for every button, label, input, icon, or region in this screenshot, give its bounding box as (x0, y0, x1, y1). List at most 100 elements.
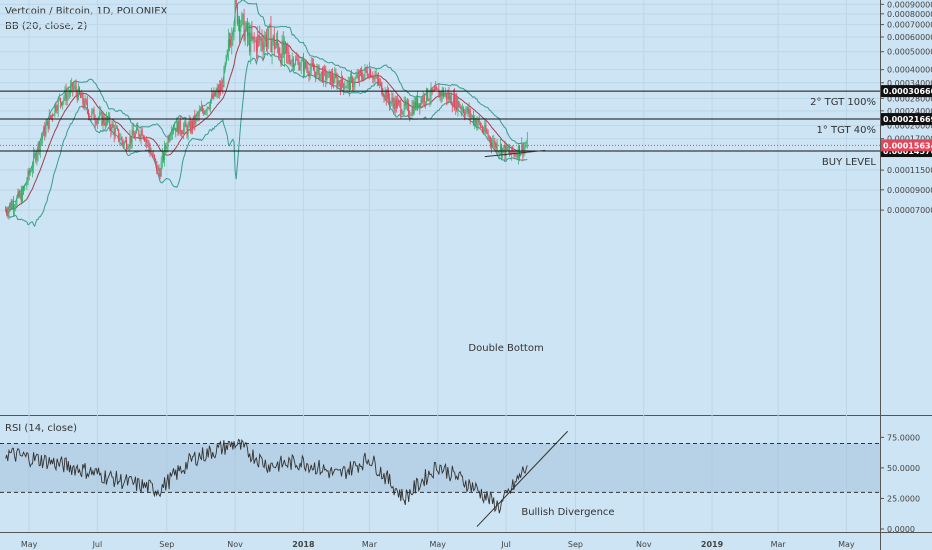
candle-body (526, 145, 528, 147)
candle-body (118, 129, 120, 140)
candle-body (338, 80, 340, 84)
candle-body (259, 36, 261, 41)
candle-body (214, 90, 216, 96)
candle-body (484, 124, 486, 132)
time-tick-label: Sep (159, 540, 174, 549)
candle-body (427, 88, 429, 100)
candle-body (34, 153, 36, 155)
candle-body (298, 60, 300, 71)
candle-body (105, 116, 107, 126)
candle-body (189, 121, 191, 132)
candle-body (103, 116, 105, 124)
candle-body (117, 127, 119, 130)
candle-body (419, 103, 421, 108)
candle-body (253, 36, 255, 41)
candle-body (229, 39, 231, 43)
candle-body (62, 100, 64, 106)
candle-body (17, 191, 19, 198)
candle-body (400, 102, 402, 114)
candle-body (405, 103, 407, 106)
candle-body (309, 69, 311, 76)
candle-body (120, 137, 122, 140)
candle-body (267, 38, 269, 47)
candle-body (170, 132, 172, 136)
double-bottom-label: Double Bottom (468, 343, 543, 354)
candle-body (317, 66, 319, 69)
price-tick-label: 0.00034000 (887, 79, 932, 88)
price-tick-label: 0.00050000 (887, 48, 932, 57)
candle-body (455, 95, 457, 109)
candle-body (94, 119, 96, 122)
candle-body (145, 139, 147, 142)
candle-body (33, 153, 35, 168)
candle-body (436, 87, 438, 89)
candle-body (440, 92, 442, 97)
candle-body (278, 46, 280, 56)
candle-body (461, 108, 463, 110)
candle-body (282, 40, 284, 55)
price-tick-label: 0.00090000 (887, 0, 932, 9)
candle-body (249, 32, 251, 52)
candle-body (224, 63, 226, 68)
candle-body (261, 38, 263, 46)
candle-body (468, 109, 470, 114)
candle-body (390, 101, 392, 105)
candle-body (480, 127, 482, 128)
candle-body (20, 192, 22, 202)
candle-body (361, 72, 363, 78)
candle-body (73, 86, 75, 90)
candle-body (82, 93, 84, 104)
candle-body (457, 101, 459, 111)
candle-body (329, 71, 331, 84)
candle-body (311, 63, 313, 66)
level-badge-text: 0.00014570 (883, 147, 932, 156)
candle-body (454, 95, 456, 109)
candle-body (162, 153, 164, 161)
candle-body (276, 39, 278, 46)
candle-body (132, 130, 134, 136)
candle-body (136, 127, 138, 133)
candle-body (402, 111, 404, 114)
candle-body (233, 25, 235, 35)
bollinger-upper-band (5, 0, 528, 211)
candle-body (305, 61, 307, 68)
candle-body (175, 127, 177, 132)
candle-body (102, 116, 104, 126)
candle-body (297, 59, 299, 61)
candle-body (373, 76, 375, 80)
candle-body (225, 55, 227, 64)
candle-body (399, 101, 401, 103)
candle-body (180, 131, 182, 134)
candle-body (366, 70, 368, 76)
candle-body (209, 100, 211, 109)
candle-body (429, 98, 431, 101)
candle-body (215, 92, 217, 96)
candle-body (48, 115, 50, 129)
candle-body (146, 139, 148, 142)
candle-body (6, 210, 8, 213)
candle-body (216, 88, 218, 93)
candle-body (308, 73, 310, 76)
candle-body (45, 125, 47, 136)
candle-body (39, 141, 41, 151)
time-tick-label: Nov (636, 540, 652, 549)
candle-body (279, 55, 281, 57)
candle-body (371, 77, 373, 78)
candle-body (445, 92, 447, 95)
candle-body (491, 142, 493, 147)
candle-body (148, 141, 150, 148)
candle-body (212, 94, 214, 99)
candle-body (255, 40, 257, 52)
candle-body (242, 14, 244, 16)
candle-body (525, 145, 527, 147)
candle-body (352, 77, 354, 88)
candle-body (477, 118, 479, 123)
candle-body (235, 0, 237, 5)
candle-body (206, 107, 208, 112)
candle-body (232, 34, 234, 39)
candle-body (289, 61, 291, 64)
candle-body (171, 129, 173, 133)
candle-body (314, 70, 316, 72)
candle-body (412, 106, 414, 114)
